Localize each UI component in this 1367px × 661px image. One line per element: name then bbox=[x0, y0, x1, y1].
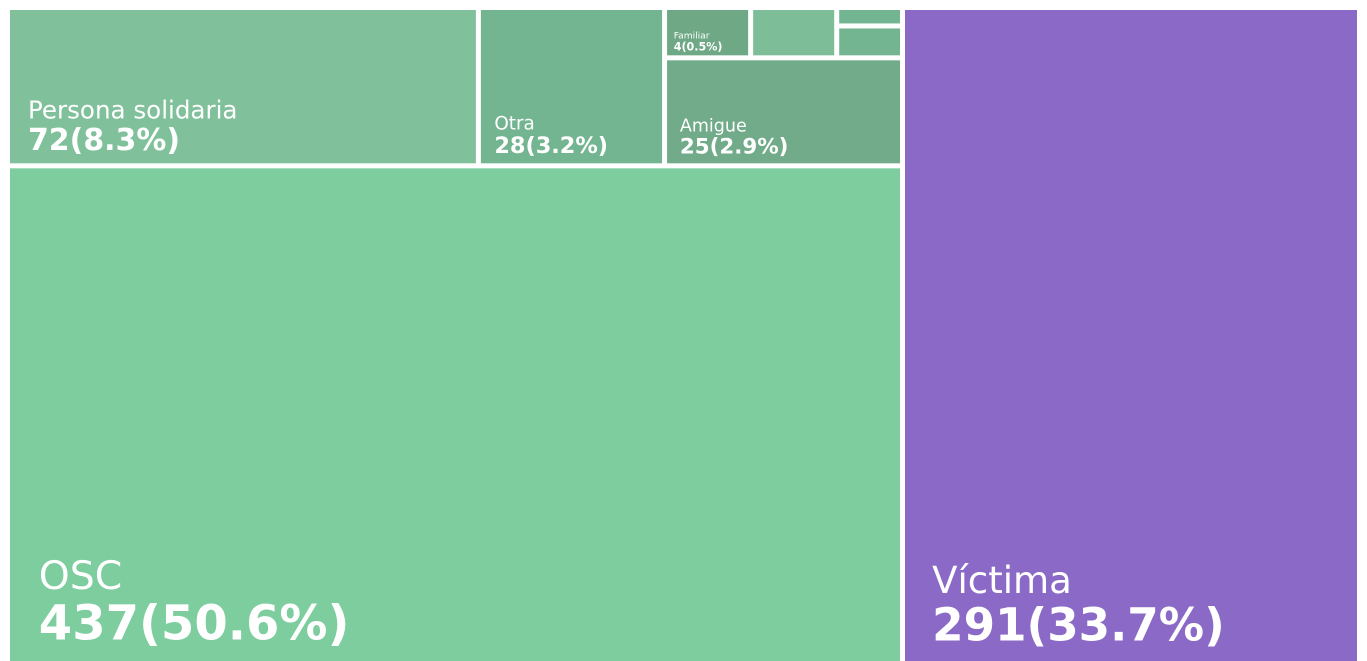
treemap-cell bbox=[667, 60, 901, 164]
treemap-cell bbox=[753, 10, 835, 56]
treemap-cell bbox=[839, 28, 901, 56]
cell-value-label: 25(2.9%) bbox=[680, 135, 789, 160]
treemap-cell bbox=[480, 10, 663, 164]
cell-name-label: Otra bbox=[494, 114, 534, 135]
treemap-cell bbox=[905, 10, 1357, 661]
cell-value-label: 72(8.3%) bbox=[28, 123, 180, 158]
cell-name-label: Víctima bbox=[932, 559, 1072, 602]
cell-value-label: 291(33.7%) bbox=[932, 599, 1225, 652]
cell-name-label: OSC bbox=[39, 553, 122, 599]
treemap-cell bbox=[10, 168, 901, 661]
treemap-cell bbox=[667, 10, 749, 56]
treemap-cell bbox=[839, 10, 901, 24]
cell-value-label: 28(3.2%) bbox=[494, 133, 608, 159]
treemap-cell bbox=[10, 10, 476, 164]
cell-name-label: Familiar bbox=[674, 32, 710, 42]
cell-value-label: 4(0.5%) bbox=[674, 40, 723, 53]
cell-name-label: Amigue bbox=[680, 116, 747, 136]
cell-value-label: 437(50.6%) bbox=[39, 595, 350, 651]
cell-name-label: Persona solidaria bbox=[28, 95, 238, 124]
